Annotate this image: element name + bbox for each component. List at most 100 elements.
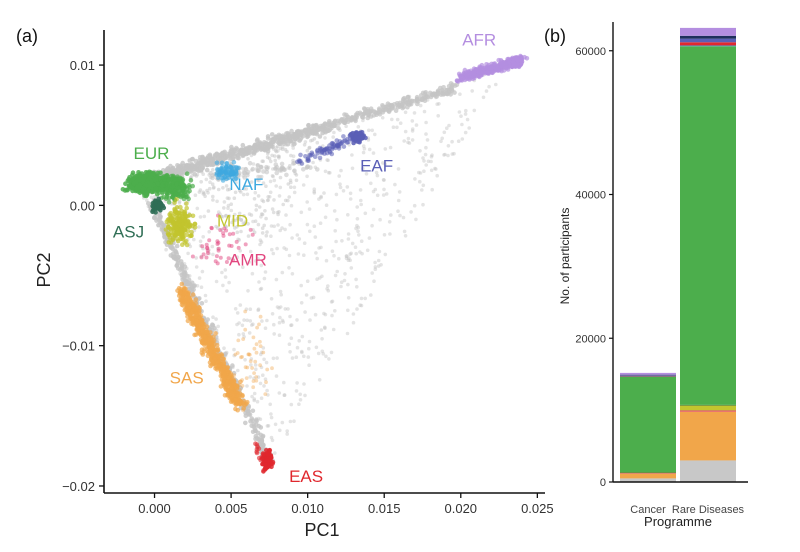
scatter-point — [356, 225, 361, 230]
bar-segment — [680, 27, 736, 36]
scatter-point — [207, 238, 212, 243]
scatter-point — [159, 183, 165, 189]
scatter-point — [280, 147, 285, 151]
scatter-point — [258, 417, 263, 422]
scatter-point — [260, 319, 264, 323]
scatter-point — [261, 452, 266, 458]
scatter-point — [251, 219, 255, 224]
scatter-point — [371, 207, 376, 212]
scatter-point — [259, 263, 264, 268]
scatter-point — [306, 355, 311, 359]
scatter-point — [380, 103, 385, 108]
scatter-point — [332, 253, 336, 258]
scatter-point — [468, 70, 474, 76]
scatter-point — [282, 246, 286, 250]
scatter-point — [260, 433, 266, 439]
scatter-point — [340, 239, 344, 243]
scatter-point — [178, 286, 183, 292]
scatter-point — [147, 171, 152, 176]
panel-b: (b) Cancer Rare Diseases 0200004000060000… — [544, 22, 748, 529]
scatter-point — [401, 215, 406, 220]
scatter-point — [275, 139, 280, 144]
scatter-point — [218, 228, 223, 233]
bar-segment — [620, 376, 676, 473]
scatter-point — [221, 356, 227, 362]
scatter-point — [266, 198, 270, 202]
scatter-point — [305, 148, 310, 153]
scatter-point — [397, 190, 402, 194]
scatter-point — [324, 203, 329, 207]
scatter-point — [239, 218, 244, 222]
scatter-point — [172, 200, 177, 205]
scatter-point — [249, 357, 254, 361]
scatter-point — [330, 249, 335, 253]
scatter-point — [285, 429, 290, 433]
scatter-point — [315, 167, 320, 172]
cluster-label-mid: MID — [217, 211, 248, 230]
y-tick-label: 0.00 — [70, 198, 95, 213]
scatter-point — [261, 159, 266, 164]
scatter-point — [235, 392, 241, 398]
scatter-point — [312, 191, 317, 195]
scatter-point — [332, 209, 337, 213]
scatter-point — [211, 315, 215, 320]
scatter-point — [305, 156, 311, 161]
scatter-point — [291, 161, 296, 166]
scatter-point — [341, 134, 346, 139]
scatter-point — [439, 139, 443, 144]
scatter-point — [351, 312, 356, 316]
scatter-point — [436, 114, 441, 118]
scatter-point — [437, 102, 441, 106]
scatter-point — [330, 299, 335, 304]
scatter-point — [472, 108, 477, 113]
scatter-point — [237, 211, 242, 216]
scatter-point — [215, 261, 220, 266]
scatter-point — [203, 337, 208, 342]
bar-y-tick-label: 60000 — [575, 46, 606, 58]
scatter-point — [204, 162, 209, 168]
scatter-point — [346, 308, 350, 313]
scatter-point — [250, 271, 255, 276]
scatter-point — [262, 357, 266, 362]
scatter-point — [261, 199, 266, 204]
scatter-point — [355, 205, 360, 209]
scatter-point — [371, 151, 376, 155]
scatter-point — [229, 202, 233, 206]
scatter-point — [289, 323, 293, 328]
scatter-point — [130, 172, 135, 178]
scatter-point — [357, 110, 363, 116]
scatter-point — [248, 359, 253, 364]
scatter-point — [200, 244, 205, 249]
scatter-point — [351, 115, 357, 121]
scatter-point — [323, 326, 327, 331]
cluster-label-afr: AFR — [462, 30, 496, 49]
scatter-point — [413, 177, 417, 181]
scatter-point — [178, 194, 184, 200]
scatter-point — [141, 175, 147, 180]
bar-segment — [680, 460, 736, 482]
scatter-point — [295, 233, 300, 237]
scatter-point — [164, 247, 168, 252]
scatter-point — [445, 126, 449, 130]
scatter-point — [232, 347, 236, 352]
scatter-point — [335, 142, 340, 148]
scatter-point — [251, 145, 256, 150]
scatter-point — [310, 123, 316, 128]
scatter-point — [184, 232, 190, 238]
scatter-point — [323, 312, 328, 317]
scatter-point — [253, 417, 259, 423]
scatter-point — [421, 183, 426, 188]
scatter-point — [307, 346, 311, 351]
scatter-point — [257, 322, 261, 327]
scatter-point — [241, 337, 246, 341]
scatter-point — [251, 162, 256, 166]
scatter-point — [280, 270, 285, 275]
scatter-point — [348, 191, 353, 196]
scatter-point — [239, 355, 243, 360]
scatter-point — [279, 166, 284, 172]
scatter-point — [312, 137, 317, 141]
scatter-point — [358, 303, 363, 308]
scatter-point — [279, 161, 285, 167]
scatter-point — [222, 346, 226, 351]
scatter-point — [262, 276, 267, 281]
